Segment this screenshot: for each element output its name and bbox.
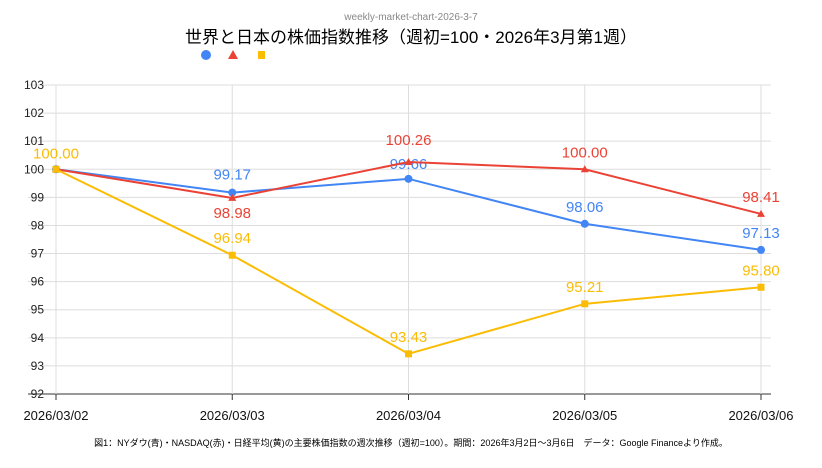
data-point-circle (404, 174, 413, 183)
data-point-circle (228, 188, 237, 197)
y-tick-label: 103 (24, 78, 44, 92)
data-label: 98.98 (213, 205, 251, 222)
data-point-triangle (580, 165, 589, 173)
data-point-square (581, 300, 589, 308)
top-subtitle: weekly-market-chart-2026-3-7 (343, 12, 478, 23)
data-point-circle (580, 219, 589, 228)
y-tick-label: 102 (24, 106, 44, 120)
chart-title: 世界と日本の株価指数推移（週初=100・2026年3月第1週） (185, 28, 637, 47)
y-tick-label: 97 (31, 247, 45, 261)
x-tick-label: 2026/03/03 (200, 408, 265, 423)
data-label: 95.80 (742, 262, 780, 279)
y-tick-label: 92 (31, 387, 45, 401)
data-label: 100.00 (33, 145, 79, 162)
x-tick-label: 2026/03/04 (376, 408, 441, 423)
legend-marker-circle (201, 50, 211, 60)
y-tick-label: 100 (24, 162, 44, 176)
data-label: 99.17 (213, 167, 251, 184)
legend-marker-triangle (228, 50, 238, 59)
data-label: 96.94 (213, 230, 251, 247)
data-label: 98.41 (742, 189, 780, 206)
y-tick-label: 96 (31, 275, 45, 289)
data-point-square (52, 165, 60, 173)
legend-marker-square (258, 51, 265, 59)
x-tick-label: 2026/03/06 (728, 408, 793, 423)
data-label: 93.43 (390, 329, 428, 346)
y-tick-label: 101 (24, 134, 44, 148)
y-tick-label: 98 (31, 218, 45, 232)
data-label: 100.00 (562, 144, 608, 161)
data-label: 95.21 (566, 279, 604, 296)
data-label: 97.13 (742, 225, 780, 242)
data-point-square (757, 283, 765, 291)
data-label: 100.26 (386, 132, 432, 149)
data-label: 98.06 (566, 199, 604, 216)
data-point-square (228, 251, 236, 259)
y-tick-label: 94 (31, 331, 45, 345)
data-point-circle (757, 245, 765, 254)
y-tick-label: 99 (31, 190, 45, 204)
x-tick-label: 2026/03/05 (552, 408, 617, 423)
y-tick-label: 93 (31, 359, 45, 373)
x-tick-label: 2026/03/02 (23, 408, 88, 423)
figure-caption: 図1：NYダウ(青)・NASDAQ(赤)・日経平均(黄)の主要株価指数の週次推移… (94, 437, 728, 448)
data-point-triangle (404, 157, 413, 165)
y-tick-label: 95 (31, 303, 45, 317)
data-point-square (405, 350, 412, 358)
data-point-triangle (757, 209, 765, 217)
data-point-triangle (228, 193, 237, 201)
